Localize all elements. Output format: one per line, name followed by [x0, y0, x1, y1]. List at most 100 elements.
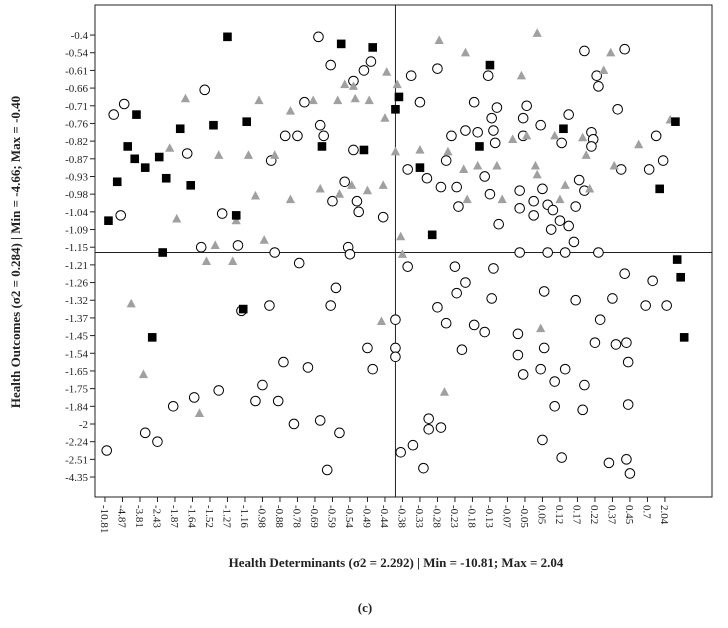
square-point [123, 142, 133, 151]
circle-point [314, 415, 326, 426]
triangle-point [585, 183, 595, 193]
y-tick-label: -0.71 [65, 101, 88, 113]
triangle-point [550, 130, 560, 140]
square-point [104, 216, 113, 225]
circle-point [299, 96, 310, 108]
circle-point [302, 362, 314, 373]
square-point [679, 333, 689, 342]
circle-point [603, 457, 615, 469]
circle-point [538, 286, 550, 297]
y-tick-label: -1.21 [65, 260, 88, 272]
circle-point [418, 462, 429, 474]
triangle-point [362, 185, 373, 195]
circle-point [293, 257, 305, 269]
circle-point [272, 395, 284, 407]
triangle-point [378, 180, 388, 189]
y-tick-label: -0.87 [65, 154, 88, 166]
circle-point [554, 215, 566, 226]
circle-point [115, 210, 127, 221]
triangle-point [460, 47, 471, 57]
circle-point [514, 185, 525, 196]
circle-point [514, 203, 525, 214]
y-tick-label: -1.15 [65, 242, 88, 254]
square-point [559, 124, 568, 134]
circle-point [589, 337, 601, 348]
circle-point [612, 104, 623, 115]
triangle-point [315, 183, 325, 193]
circle-point [594, 314, 606, 325]
y-tick-label: -0.82 [65, 136, 88, 148]
y-tick-label: -0.4 [71, 30, 89, 42]
circle-point [545, 224, 557, 235]
circle-point [650, 130, 662, 142]
circle-point [647, 275, 658, 287]
circle-point [643, 164, 655, 175]
square-point [130, 154, 140, 164]
circle-point [152, 436, 163, 447]
circle-point [577, 404, 588, 416]
x-tick-label: -0.13 [483, 505, 495, 528]
circle-point [622, 399, 634, 410]
circle-point [610, 339, 622, 350]
circle-point [537, 434, 548, 446]
triangle-point [201, 256, 212, 265]
circle-point [661, 300, 672, 311]
square-point [132, 110, 141, 119]
circle-point [250, 395, 261, 407]
triangle-point [530, 160, 541, 170]
y-tick-label: -1.26 [65, 278, 88, 290]
x-tick-label: -0.33 [413, 505, 425, 528]
x-tick-label: -1.16 [238, 505, 250, 528]
circle-point [517, 369, 529, 380]
square-point [671, 117, 680, 126]
triangle-point [459, 164, 469, 174]
circle-point [484, 188, 496, 200]
circle-point [405, 70, 417, 82]
square-point [394, 92, 404, 102]
circle-point [622, 356, 634, 368]
square-point [391, 105, 400, 114]
square-point [161, 173, 171, 183]
triangle-point [270, 150, 280, 159]
circle-point [556, 452, 567, 463]
x-tick-label: -0.54 [343, 505, 355, 528]
square-point [209, 120, 218, 130]
square-point [158, 248, 168, 257]
triangle-point [180, 93, 191, 103]
square-point [475, 142, 484, 151]
circle-point [593, 247, 604, 258]
circle-point [325, 59, 337, 71]
circle-point [279, 130, 291, 142]
circle-point [181, 148, 193, 159]
circle-point [195, 241, 207, 253]
circle-point [402, 261, 413, 272]
triangle-point [497, 194, 507, 204]
plot-frame [94, 4, 713, 498]
circle-point [351, 195, 363, 207]
x-tick-label: -0.23 [448, 505, 460, 528]
square-point [672, 255, 682, 264]
x-tick-label: -4.87 [115, 505, 127, 528]
x-tick-label: -0.07 [500, 505, 512, 528]
square-point [336, 39, 346, 49]
circle-point [453, 201, 464, 212]
circle-point [269, 247, 281, 258]
triangle-point [138, 369, 149, 379]
triangle-point [434, 35, 444, 44]
circle-point [624, 468, 636, 479]
circle-point [535, 119, 546, 131]
y-tick-label: -1.75 [65, 384, 88, 396]
square-point [485, 60, 495, 70]
circle-point [460, 125, 471, 136]
circle-point [556, 137, 567, 149]
circle-point [353, 206, 365, 218]
triangle-point [285, 106, 296, 115]
triangle-point [555, 194, 565, 204]
triangle-point [210, 240, 220, 250]
circle-point [395, 446, 407, 458]
y-tick-label: -0.61 [65, 65, 88, 77]
y-tick-label: -0.54 [65, 48, 88, 60]
x-tick-label: -1.27 [220, 505, 232, 528]
circle-point [493, 218, 504, 230]
square-point [368, 43, 378, 52]
